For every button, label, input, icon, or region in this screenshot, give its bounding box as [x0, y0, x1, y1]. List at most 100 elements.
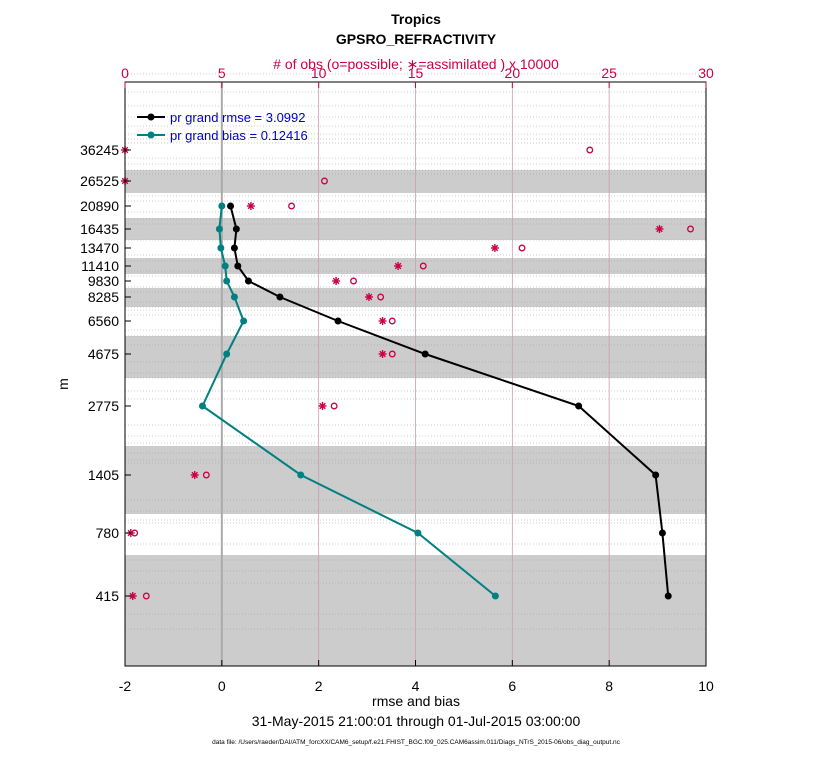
legend-label: pr grand rmse = 3.0992: [170, 110, 306, 125]
asterisk-stroke: [319, 402, 326, 410]
obs-possible-marker: [350, 277, 357, 285]
obs-possible-marker: [321, 177, 328, 185]
series-point-1: [491, 592, 499, 600]
obs-assimilated-marker: [190, 471, 199, 479]
top-x-tick-label: 15: [408, 65, 424, 81]
obs-possible-marker: [518, 244, 526, 252]
obs-assimilated-marker: [332, 277, 341, 285]
series-point-1: [223, 277, 231, 285]
chart-title: Tropics: [391, 11, 441, 27]
obs-assimilated-marker: [655, 225, 664, 233]
obs-assimilated-marker: [318, 402, 327, 410]
obs-possible-marker: [377, 293, 385, 301]
x-tick-label: 2: [315, 678, 323, 694]
chart-subtitle: GPSRO_REFRACTIVITY: [336, 31, 497, 47]
obs-possible-marker: [330, 402, 338, 410]
obs-assimilated-marker: [246, 202, 255, 210]
asterisk-stroke: [365, 293, 373, 301]
legend-label: pr grand bias = 0.12416: [170, 128, 308, 143]
asterisk-stroke: [491, 244, 499, 252]
series-point-1: [414, 529, 422, 537]
series-point-0: [575, 402, 583, 410]
obs-possible-marker: [202, 471, 210, 479]
series-point-1: [221, 262, 229, 270]
asterisk-stroke: [129, 592, 137, 600]
series-point-0: [232, 225, 240, 233]
asterisk-stroke: [247, 202, 255, 210]
top-x-tick-label: 10: [311, 65, 327, 81]
series-point-1: [223, 350, 231, 358]
legend-marker: [147, 131, 155, 139]
y-tick-label: 1405: [88, 467, 119, 483]
series-point-0: [230, 244, 238, 252]
top-x-tick-label: 0: [121, 65, 129, 81]
y-tick-label: 2775: [88, 398, 119, 414]
obs-assimilated-marker: [490, 244, 499, 252]
legend-marker: [147, 113, 155, 121]
series-point-0: [244, 277, 252, 285]
top-x-tick-label: 5: [218, 65, 226, 81]
obs-possible-marker: [586, 146, 594, 154]
y-tick-label: 6560: [88, 313, 119, 329]
series-point-1: [240, 317, 248, 325]
y-tick-label: 20890: [80, 198, 119, 214]
y-tick-label: 9830: [88, 273, 119, 289]
y-tick-label: 780: [96, 525, 120, 541]
series-point-0: [652, 471, 660, 479]
asterisk-stroke: [379, 350, 386, 358]
asterisk-stroke: [332, 277, 340, 285]
series-point-0: [334, 317, 342, 325]
series-point-1: [198, 402, 206, 410]
obs-assimilated-marker: [394, 262, 403, 270]
x-tick-label: 6: [508, 678, 516, 694]
y-tick-label: 4675: [88, 346, 119, 362]
series-point-1: [215, 225, 223, 233]
y-tick-label: 415: [96, 588, 120, 604]
top-x-tick-label: 20: [505, 65, 521, 81]
x-tick-label: 4: [412, 678, 420, 694]
asterisk-stroke: [191, 471, 199, 479]
series-point-0: [227, 202, 235, 210]
top-axis: 0 5 10 15 20 25 30: [121, 65, 714, 88]
series-point-1: [230, 293, 238, 301]
bottom-axis: -2 0 2 4 6 8 10: [119, 660, 714, 694]
x-tick-label: 0: [218, 678, 226, 694]
series-point-0: [658, 529, 666, 537]
series-point-1: [217, 244, 225, 252]
y-tick-label: 8285: [88, 289, 119, 305]
footnote: data file: /Users/raeder/DAI/ATM_forcXX/…: [212, 739, 621, 746]
obs-possible-marker: [142, 592, 150, 600]
obs-possible-marker: [388, 317, 396, 325]
x-tick-label: 10: [698, 678, 714, 694]
date-range: 31-May-2015 21:00:01 through 01-Jul-2015…: [252, 713, 581, 729]
y-tick-label: 36245: [80, 142, 119, 158]
obs-possible-marker: [419, 262, 427, 270]
series-point-0: [421, 350, 429, 358]
top-axis-label: # of obs (o=possible; ∗=assimilated ) x …: [273, 56, 559, 72]
series-point-0: [234, 262, 242, 270]
x-tick-label: -2: [119, 678, 132, 694]
asterisk-stroke: [394, 262, 402, 270]
obs-assimilated-marker: [365, 293, 374, 301]
y-tick-label: 11410: [81, 258, 119, 274]
asterisk-stroke: [379, 317, 386, 325]
series-point-0: [276, 293, 284, 301]
x-axis-label: rmse and bias: [372, 693, 460, 709]
series-point-1: [297, 471, 305, 479]
y-tick-label: 26525: [80, 173, 119, 189]
series-point-0: [664, 592, 672, 600]
x-tick-label: 8: [605, 678, 613, 694]
asterisk-stroke: [656, 225, 663, 233]
obs-possible-marker: [687, 225, 694, 233]
y-axis-label: m: [55, 378, 71, 390]
obs-assimilated-marker: [378, 350, 387, 358]
y-tick-label: 16435: [80, 221, 119, 237]
obs-possible-marker: [388, 350, 396, 358]
legend: pr grand rmse = 3.0992 pr grand bias = 0.…: [137, 110, 308, 143]
y-tick-label: 13470: [80, 240, 119, 256]
series-point-1: [218, 202, 226, 210]
obs-assimilated-marker: [378, 317, 387, 325]
obs-possible-marker: [288, 202, 296, 210]
